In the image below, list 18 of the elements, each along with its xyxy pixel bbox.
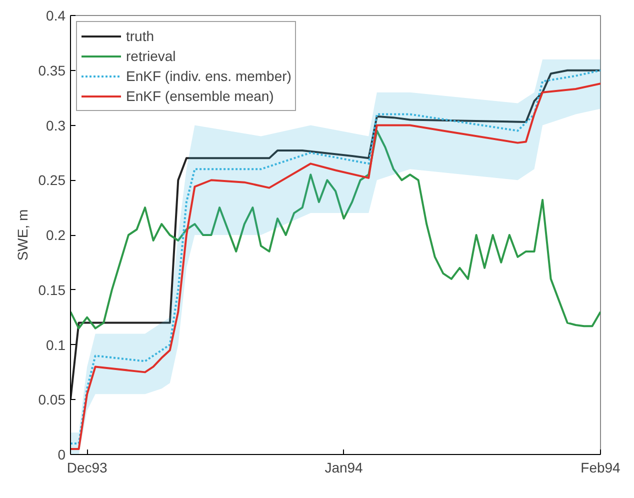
y-axis-title: SWE, m (14, 209, 30, 261)
y-tick-label: 0.2 (46, 227, 66, 243)
y-tick-label: 0.4 (46, 8, 66, 24)
x-tick-label: Feb94 (580, 460, 621, 476)
line-series (70, 130, 600, 330)
legend-label: truth (126, 28, 154, 44)
y-tick-label: 0 (58, 446, 66, 462)
legend-label: EnKF (indiv. ens. member) (126, 68, 292, 84)
y-tick-label: 0.3 (46, 117, 66, 134)
x-tick-label: Jan94 (324, 460, 364, 476)
legend-label: EnKF (ensemble mean) (126, 88, 274, 104)
y-tick-label: 0.05 (38, 392, 66, 408)
x-tick-label: Dec93 (66, 460, 108, 476)
y-tick-label: 0.15 (38, 282, 66, 298)
y-tick-label: 0.25 (38, 172, 66, 188)
y-tick-label: 0.35 (38, 62, 66, 78)
legend-label: retrieval (126, 48, 176, 64)
y-tick-label: 0.1 (46, 336, 66, 353)
